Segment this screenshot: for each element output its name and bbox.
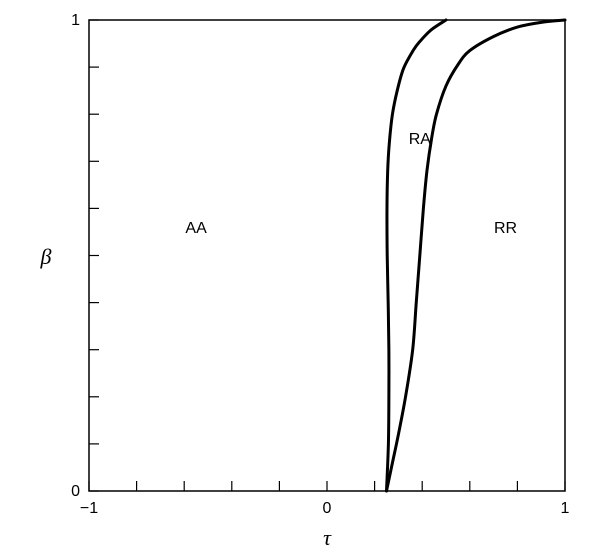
x-tick-label: 1 xyxy=(561,500,570,517)
x-axis-label: τ xyxy=(323,525,332,550)
region-label: AA xyxy=(185,220,207,237)
plot-frame xyxy=(88,19,566,492)
boundary-curve-2 xyxy=(385,18,567,493)
region-labels: AA RA RR xyxy=(185,131,517,237)
x-tick-label: 0 xyxy=(323,500,332,517)
region-label: RA xyxy=(409,131,432,148)
y-tick-label: 0 xyxy=(71,483,80,500)
y-ticks xyxy=(89,19,99,492)
region-label: RR xyxy=(494,220,517,237)
y-axis-label: β xyxy=(40,244,52,269)
y-tick-label: 1 xyxy=(71,12,80,29)
tick-labels: −1 0 101 xyxy=(71,12,569,517)
boundary-curves xyxy=(385,18,567,493)
x-ticks xyxy=(88,481,566,491)
boundary-curve-1 xyxy=(385,18,448,493)
x-tick-label: −1 xyxy=(80,500,98,517)
